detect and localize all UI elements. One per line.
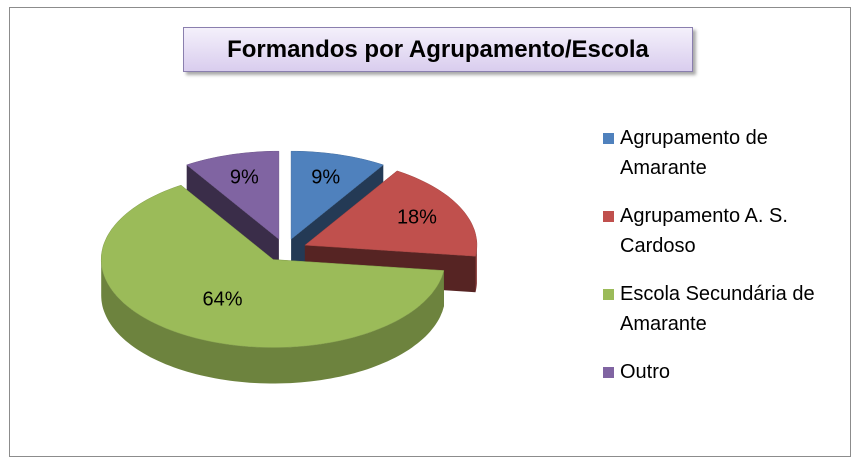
legend-label: Agrupamento de Amarante [620,127,768,179]
legend-label: Outro [620,361,671,383]
legend-label: Escola Secundária de Amarante [620,283,815,335]
legend-item: Outro [603,357,843,387]
slice [100,184,445,348]
legend-item: Agrupamento A. S. Cardoso [603,201,843,261]
legend-item: Escola Secundária de Amarante [603,279,843,339]
data-label: 18% [397,207,437,229]
data-label: 9% [230,167,259,189]
chart-title: Formandos por Agrupamento/Escola [183,27,693,72]
legend-item: Agrupamento de Amarante [603,123,843,183]
legend-swatch [603,367,614,378]
slice [290,150,384,240]
legend-label: Agrupamento A. S. Cardoso [620,205,788,257]
slice [304,170,478,257]
slice-side [101,259,444,384]
slice-side [475,245,477,293]
legend: Agrupamento de Amarante Agrupamento A. S.… [603,123,843,405]
legend-swatch [603,211,614,222]
slice [186,150,280,240]
chart-border [9,7,851,457]
data-label: 64% [203,289,243,311]
legend-swatch [603,133,614,144]
legend-swatch [603,289,614,300]
data-label: 9% [311,167,340,189]
